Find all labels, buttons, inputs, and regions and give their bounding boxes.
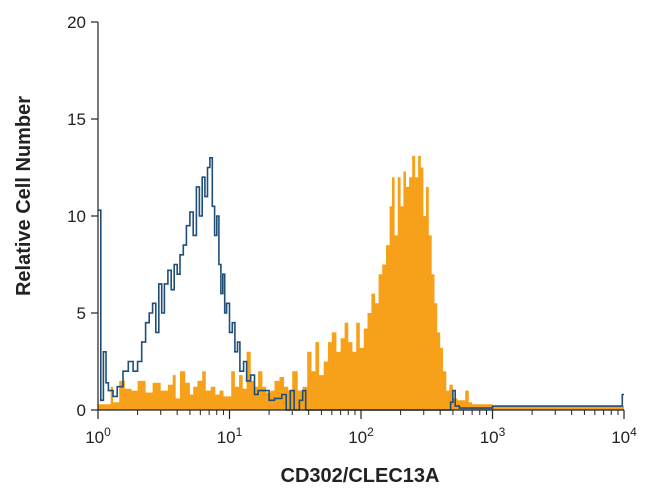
histogram-series-filled <box>98 155 624 410</box>
y-tick-label: 15 <box>67 110 86 129</box>
x-tick-label: 100 <box>85 425 111 447</box>
plot-area <box>98 155 624 411</box>
x-tick-label: 103 <box>480 425 506 447</box>
x-tick-label: 104 <box>611 425 637 447</box>
x-tick-label: 102 <box>348 425 374 447</box>
y-tick-label: 10 <box>67 207 86 226</box>
y-tick-label: 20 <box>67 13 86 32</box>
y-tick-label: 5 <box>77 304 86 323</box>
x-axis-title: CD302/CLEC13A <box>281 465 440 487</box>
y-tick-label: 0 <box>77 401 86 420</box>
x-axis: 100 101 102 103 104 <box>85 409 637 447</box>
histogram-series-outline <box>98 157 624 411</box>
y-axis-title: Relative Cell Number <box>13 96 35 296</box>
y-axis: 0 5 10 15 20 <box>67 13 99 420</box>
x-tick-label: 101 <box>217 425 243 447</box>
